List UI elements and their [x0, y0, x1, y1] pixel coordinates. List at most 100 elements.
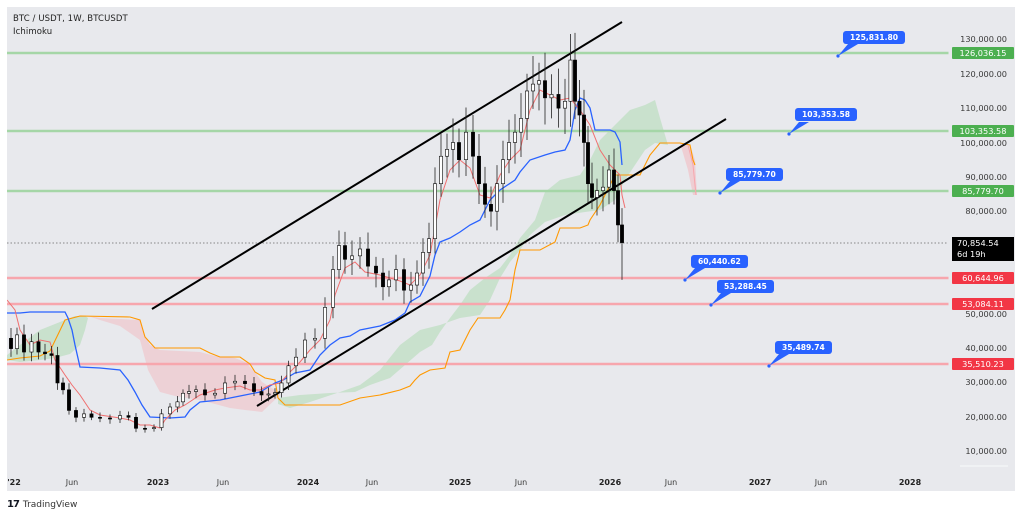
candle[interactable]	[15, 334, 19, 349]
candle[interactable]	[9, 337, 13, 349]
candle[interactable]	[67, 389, 71, 411]
candle[interactable]	[55, 355, 60, 384]
support-price-tag[interactable]: 53,084.11	[952, 298, 1014, 310]
candle[interactable]	[89, 413, 94, 418]
candle[interactable]	[394, 269, 398, 281]
candle[interactable]	[74, 410, 78, 418]
candle[interactable]	[259, 391, 264, 396]
candle[interactable]	[513, 131, 517, 143]
channel-upper-trendline[interactable]	[151, 21, 623, 310]
candle[interactable]	[159, 413, 164, 428]
support-price-tag[interactable]: 60,644.96	[952, 272, 1014, 284]
candle[interactable]	[595, 190, 599, 198]
candle[interactable]	[421, 252, 425, 274]
candle[interactable]	[126, 415, 131, 418]
candle[interactable]	[556, 94, 561, 109]
candle[interactable]	[181, 392, 185, 403]
candle[interactable]	[233, 380, 237, 384]
candle[interactable]	[343, 245, 347, 260]
candle[interactable]	[286, 365, 291, 384]
candle[interactable]	[445, 149, 449, 157]
candle[interactable]	[568, 59, 573, 102]
candle[interactable]	[252, 383, 256, 392]
candle[interactable]	[464, 131, 468, 160]
candle[interactable]	[49, 353, 54, 356]
candle[interactable]	[350, 255, 354, 260]
resistance-price-tag[interactable]: 85,779.70	[952, 185, 1014, 197]
candle[interactable]	[43, 351, 47, 355]
candle[interactable]	[433, 183, 437, 239]
tradingview-attribution[interactable]: 17 TradingView	[7, 499, 77, 510]
candle[interactable]	[36, 341, 41, 353]
candle[interactable]	[616, 190, 620, 226]
candle[interactable]	[573, 59, 577, 102]
candle[interactable]	[108, 417, 112, 420]
candle[interactable]	[495, 183, 499, 212]
candle[interactable]	[439, 155, 443, 185]
candle[interactable]	[525, 90, 529, 119]
candle[interactable]	[223, 382, 227, 394]
candle[interactable]	[134, 416, 138, 429]
candle[interactable]	[483, 183, 487, 205]
candle[interactable]	[543, 80, 547, 99]
candle[interactable]	[409, 284, 413, 291]
candle[interactable]	[187, 391, 191, 394]
candle[interactable]	[387, 279, 391, 288]
candle[interactable]	[118, 415, 122, 420]
candle[interactable]	[61, 382, 65, 391]
candle[interactable]	[294, 356, 298, 367]
candle[interactable]	[358, 248, 362, 257]
candle[interactable]	[577, 100, 582, 116]
candle[interactable]	[477, 155, 481, 185]
symbol-title[interactable]: BTC / USDT, 1W, BTCUSDT	[13, 14, 128, 24]
candle[interactable]	[415, 272, 419, 286]
resistance-price-tag[interactable]: 103,353.58	[952, 125, 1014, 137]
candle[interactable]	[549, 94, 554, 99]
candle[interactable]	[266, 393, 271, 396]
candle[interactable]	[82, 413, 86, 418]
candle[interactable]	[563, 100, 567, 109]
candle[interactable]	[620, 224, 624, 243]
candle[interactable]	[374, 265, 378, 274]
candle[interactable]	[213, 392, 217, 396]
candle[interactable]	[590, 183, 594, 198]
candle[interactable]	[451, 142, 455, 150]
candle[interactable]	[601, 186, 605, 191]
callout-label[interactable]: 103,353.58	[795, 108, 858, 121]
candle[interactable]	[303, 339, 307, 358]
candle[interactable]	[273, 392, 277, 395]
candle[interactable]	[531, 83, 535, 92]
candle[interactable]	[243, 380, 247, 384]
candle[interactable]	[29, 341, 34, 353]
candle[interactable]	[175, 401, 180, 408]
candle[interactable]	[582, 114, 586, 143]
candle[interactable]	[194, 389, 198, 392]
candle[interactable]	[331, 269, 335, 308]
candle[interactable]	[402, 269, 406, 291]
candle[interactable]	[427, 238, 431, 253]
candle[interactable]	[507, 142, 511, 160]
last-price-tag[interactable]: 70,854.54 6d 19h	[952, 237, 1014, 261]
candle[interactable]	[98, 416, 102, 419]
candle[interactable]	[537, 80, 541, 85]
callout-label[interactable]: 53,288.45	[717, 280, 774, 293]
candle[interactable]	[612, 169, 616, 191]
callout-label[interactable]: 85,779.70	[726, 168, 783, 181]
callout-label[interactable]: 60,440.62	[691, 255, 748, 268]
candle[interactable]	[471, 131, 475, 157]
candle[interactable]	[457, 142, 461, 160]
candle[interactable]	[323, 307, 327, 339]
candle[interactable]	[203, 389, 207, 396]
candle[interactable]	[381, 272, 385, 288]
support-price-tag[interactable]: 35,510.23	[952, 358, 1014, 370]
candle[interactable]	[519, 118, 523, 133]
candle[interactable]	[366, 248, 370, 267]
candle[interactable]	[337, 245, 341, 270]
indicator-label[interactable]: Ichimoku	[13, 27, 53, 37]
candle[interactable]	[501, 159, 505, 185]
candle[interactable]	[313, 337, 317, 341]
candle[interactable]	[22, 334, 26, 353]
resistance-price-tag[interactable]: 126,036.15	[952, 47, 1014, 59]
callout-label[interactable]: 125,831.80	[843, 31, 906, 44]
